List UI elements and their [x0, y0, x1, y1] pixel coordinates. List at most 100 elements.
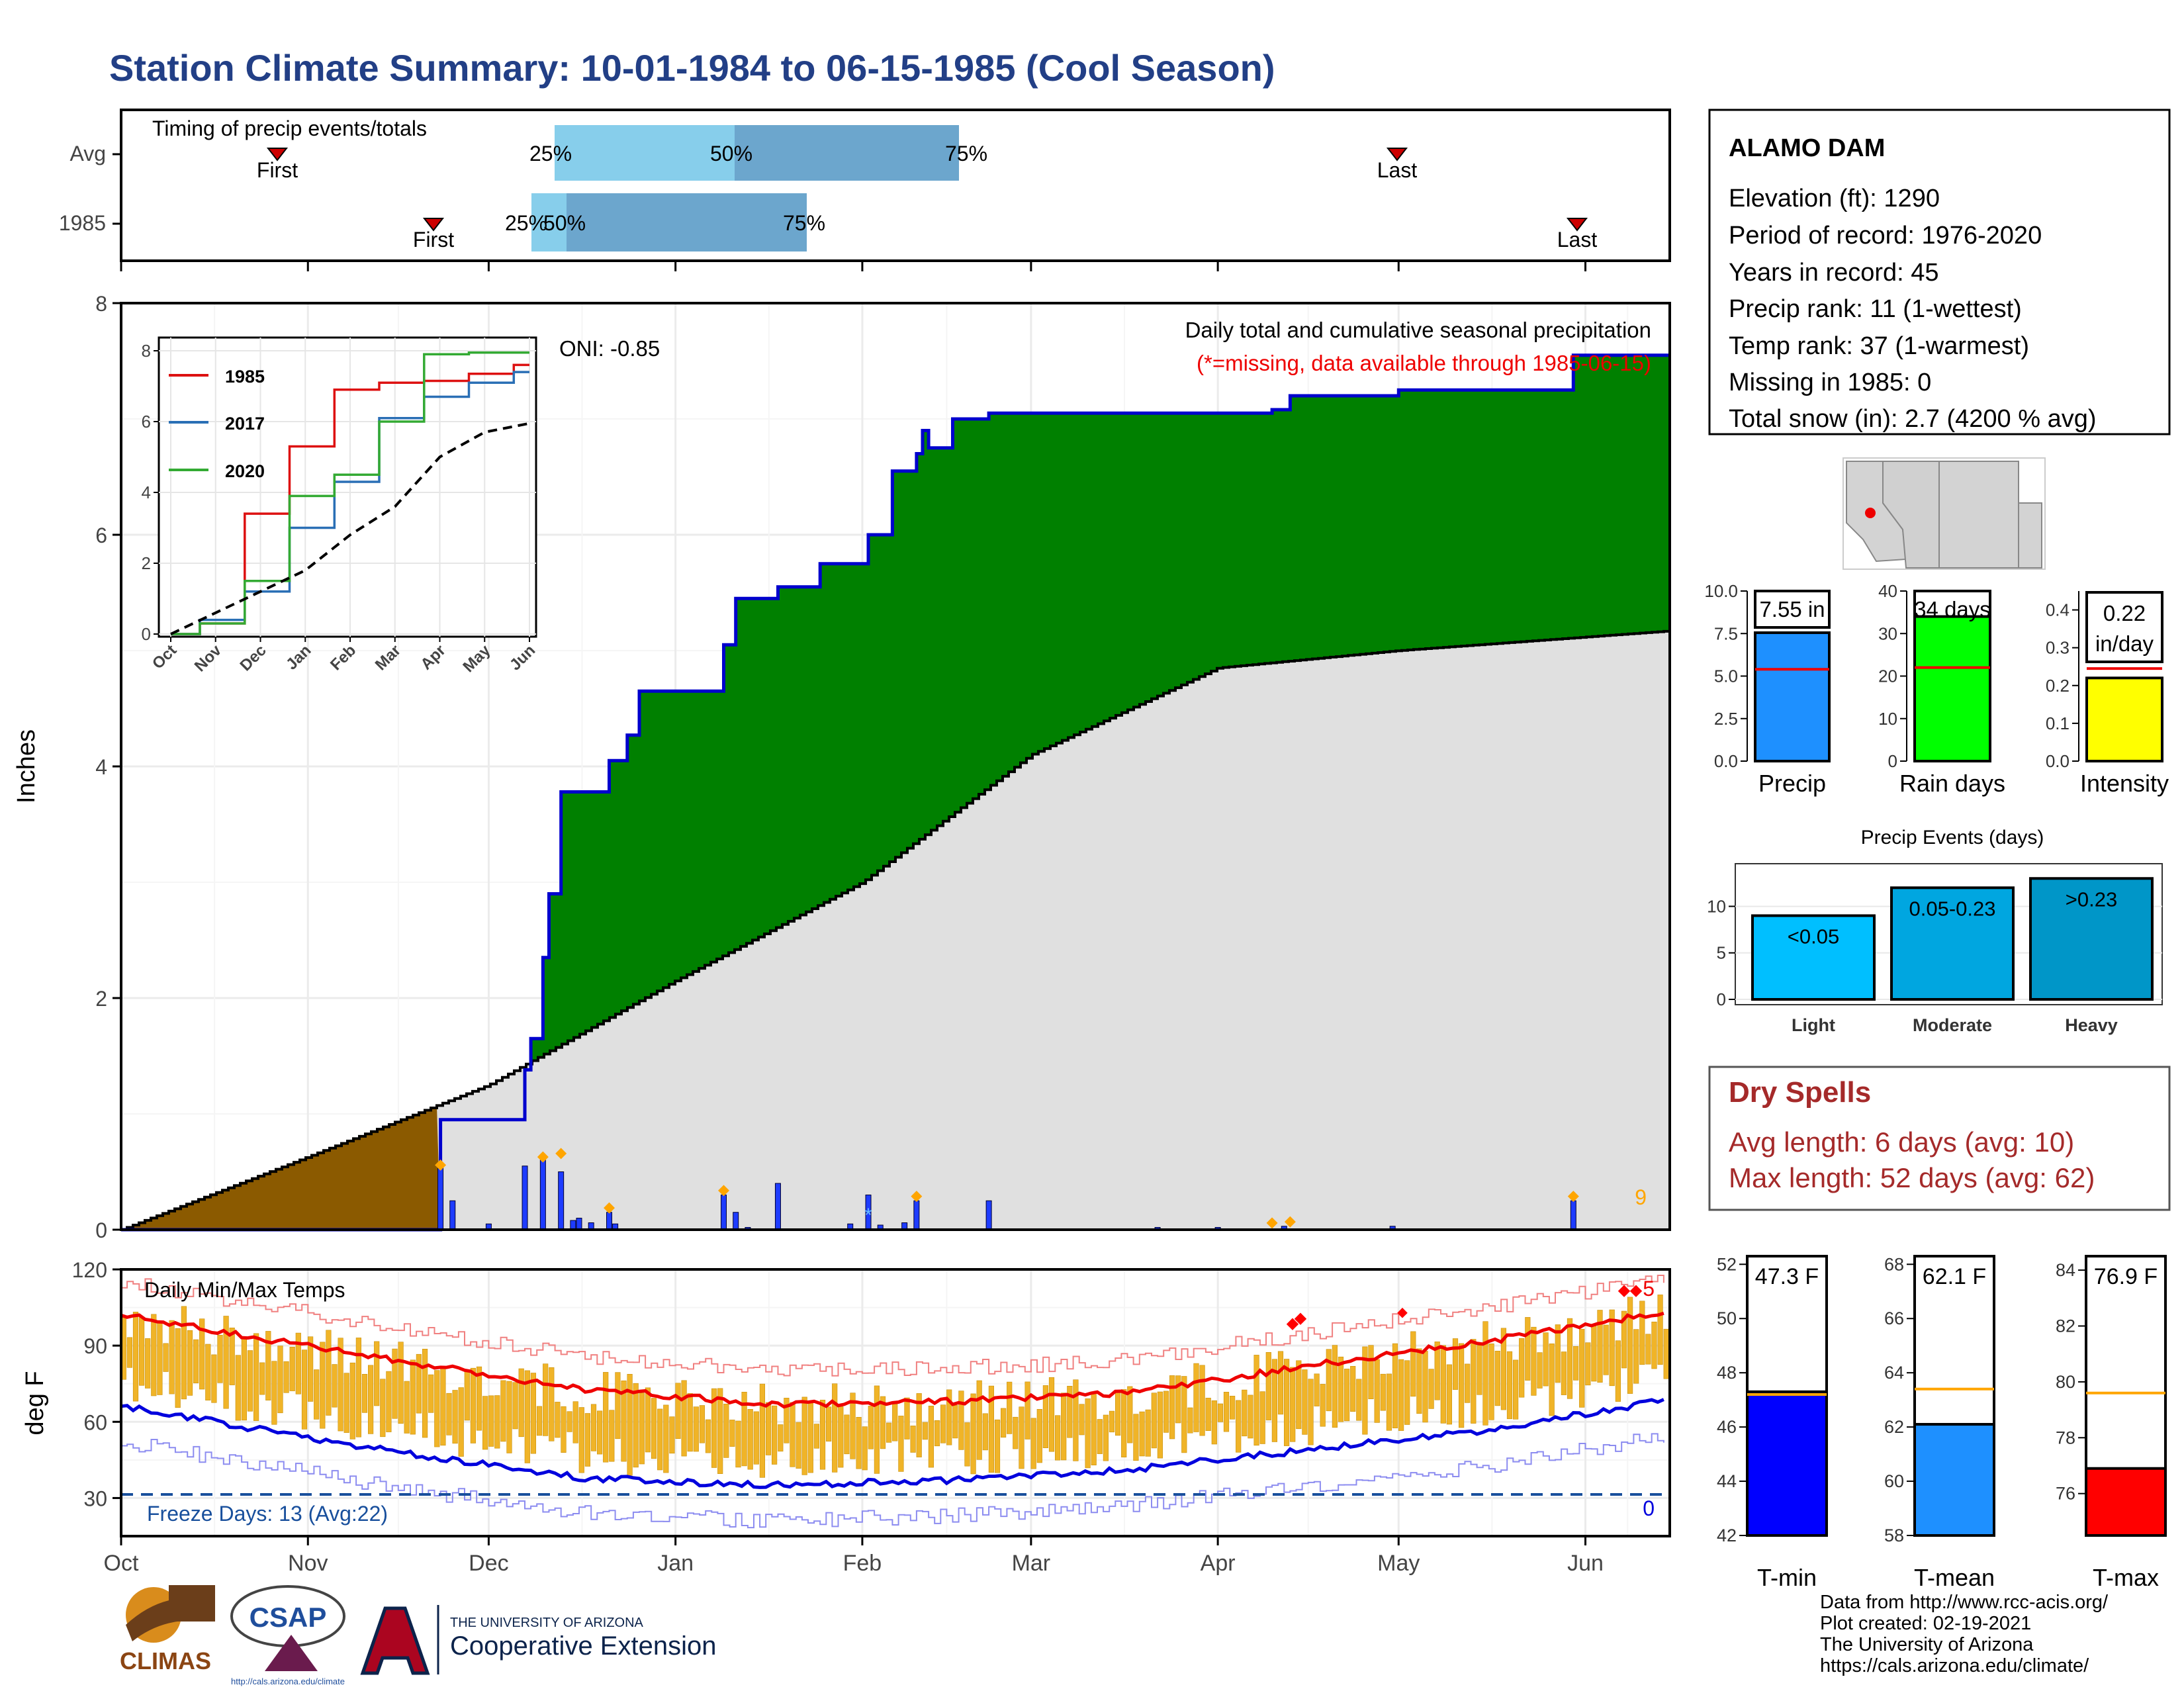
daily-temp-bar	[1609, 1309, 1615, 1387]
precip-note-missing: (*=missing, data available through 1985-…	[1197, 351, 1651, 375]
daily-temp-bar	[1459, 1343, 1465, 1428]
daily-temp-bar	[555, 1402, 561, 1438]
csap-logo-url: http://cals.arizona.edu/climate	[231, 1676, 345, 1686]
timing-avg-first-label: First	[257, 158, 298, 182]
daily-temp-bar	[1055, 1415, 1061, 1461]
daily-temp-bar	[1199, 1365, 1205, 1436]
temp-summary-bar-1	[1913, 1423, 1995, 1537]
daily-temp-bar	[1621, 1310, 1627, 1369]
daily-temp-bar	[265, 1331, 271, 1401]
daily-temp-bar	[428, 1374, 434, 1413]
daily-temp-bar	[349, 1362, 355, 1440]
csap-logo: CSAP http://cals.arizona.edu/climate	[230, 1585, 345, 1686]
heavy-event-marker	[1266, 1217, 1278, 1229]
daily-temp-bar	[1097, 1419, 1103, 1454]
daily-temp-bar	[1362, 1346, 1368, 1435]
daily-temp-bar	[578, 1407, 584, 1473]
daily-temp-bar	[235, 1355, 241, 1421]
daily-temp-bar	[1253, 1355, 1259, 1446]
daily-temp-bar	[404, 1381, 410, 1434]
daily-temp-bar	[741, 1392, 747, 1467]
precip-y-label: Inches	[13, 729, 40, 803]
precip-events-title: Precip Events (days)	[1861, 827, 2044, 848]
daily-temp-bar	[790, 1402, 796, 1467]
precip-event-category: Light	[1792, 1015, 1835, 1035]
daily-temp-bar	[934, 1420, 940, 1447]
daily-temp-bar	[145, 1338, 151, 1389]
daily-temp-bar	[982, 1413, 988, 1451]
daily-temp-bar	[253, 1333, 259, 1421]
daily-temp-bar	[1555, 1324, 1561, 1383]
daily-temp-bar	[772, 1405, 778, 1465]
daily-temp-bar	[410, 1359, 416, 1435]
daily-temp-bar	[1223, 1392, 1230, 1432]
daily-temp-bar	[217, 1335, 223, 1383]
map-texas-region	[2018, 502, 2042, 569]
daily-temp-bar	[940, 1404, 946, 1443]
daily-temp-bar	[386, 1371, 392, 1432]
dry-spells-max: Max length: 52 days (avg: 62)	[1729, 1162, 2095, 1193]
daily-temp-bar	[1482, 1321, 1488, 1426]
daily-temp-bar	[1193, 1363, 1199, 1432]
daily-temp-bar	[1013, 1416, 1019, 1449]
daily-temp-bar	[247, 1350, 253, 1412]
daily-temp-bar	[1121, 1389, 1127, 1457]
timing-1985-last-label: Last	[1557, 228, 1598, 251]
inset-legend-2017: 2017	[225, 414, 265, 434]
daily-temp-bar	[874, 1385, 880, 1474]
month-tick-label: Feb	[843, 1551, 882, 1576]
mini-bar-1	[1913, 615, 1991, 762]
daily-temp-bar	[723, 1404, 729, 1458]
mini-bar-tick-label: 30	[1878, 623, 1897, 643]
daily-temp-bar	[307, 1336, 314, 1402]
csap-logo-mountain	[265, 1635, 318, 1671]
credit-plot-created: Plot created: 02-19-2021	[1820, 1613, 2031, 1634]
daily-temp-bar	[1657, 1295, 1663, 1365]
timing-avg-p25: 25%	[529, 142, 572, 165]
precip-1985-cumulative-line	[121, 353, 1670, 1232]
mini-bar-tick-label: 0.0	[2046, 751, 2070, 771]
mini-bar-value-intensity: 0.22 in/day	[2095, 601, 2154, 656]
precip-event-bar-moderate	[1890, 886, 2015, 1001]
mini-bar-tick-label: 10.0	[1704, 581, 1738, 601]
daily-temp-bar	[892, 1404, 898, 1441]
daily-temp-bar	[1175, 1375, 1181, 1424]
month-tick-label: Jun	[1567, 1551, 1604, 1576]
daily-temp-bar	[567, 1411, 572, 1432]
daily-temp-bar	[880, 1396, 886, 1449]
precip-event-category: Heavy	[2065, 1015, 2118, 1035]
daily-temp-bar	[1597, 1310, 1603, 1383]
daily-temp-bar	[1567, 1318, 1573, 1399]
heavy-event-marker	[555, 1148, 567, 1160]
daily-temp-bar	[211, 1354, 217, 1403]
daily-temp-bar	[549, 1367, 555, 1441]
inset-y-tick-label: 4	[142, 482, 151, 502]
precip-average-line	[121, 629, 1671, 1231]
daily-temp-bar	[1073, 1379, 1079, 1461]
month-tick-label: Dec	[469, 1551, 508, 1576]
daily-temp-bar	[446, 1393, 452, 1436]
daily-temp-bar	[609, 1410, 615, 1462]
month-tick-label: Apr	[1201, 1551, 1236, 1576]
mini-bar-tick-label: 40	[1878, 581, 1897, 601]
precip-event-bar-light	[1751, 914, 1876, 1001]
daily-temp-bar	[151, 1314, 157, 1396]
daily-temp-bar	[464, 1369, 470, 1421]
daily-temp-bar	[343, 1373, 349, 1433]
temp-summary-tick-label: 42	[1717, 1526, 1737, 1545]
temp-summary-bar-0	[1746, 1390, 1828, 1537]
daily-temp-bar	[277, 1346, 283, 1414]
temp-bar-label-tmin: T-min	[1757, 1564, 1817, 1591]
dry-spells-title: Dry Spells	[1729, 1076, 1871, 1109]
daily-precip-bar	[449, 1200, 456, 1230]
daily-temp-bar	[1302, 1369, 1308, 1435]
daily-temp-bar	[1585, 1342, 1591, 1386]
daily-temp-bar	[1007, 1381, 1013, 1434]
daily-temp-bar	[687, 1393, 693, 1452]
daily-temp-bar	[1494, 1351, 1500, 1406]
ua-logo-a-mark	[360, 1606, 430, 1675]
daily-temp-bar	[868, 1406, 874, 1449]
timing-row-1985: 1985	[59, 211, 106, 235]
temp-summary-tick-label: 44	[1717, 1471, 1737, 1491]
